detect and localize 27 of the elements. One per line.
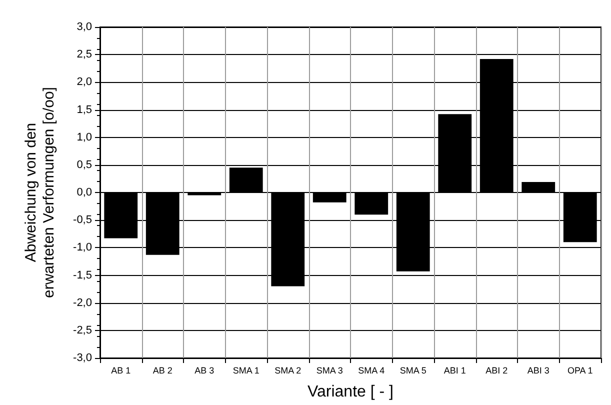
- y-tick-label: 3,0: [76, 21, 92, 33]
- x-tick-label: AB 1: [111, 366, 131, 376]
- y-tick-label: -1,0: [73, 242, 92, 254]
- y-tick-label: 0,5: [76, 158, 92, 171]
- y-tick-label: -2,0: [73, 296, 92, 309]
- y-tick-label: 1,0: [76, 131, 92, 144]
- x-tick-label: SMA 4: [358, 366, 385, 376]
- x-tick-label: SMA 5: [400, 366, 426, 376]
- y-tick-label: -1,5: [73, 269, 92, 282]
- x-tick-label: ABI 3: [527, 366, 550, 376]
- y-tick-label: 1,5: [76, 104, 92, 116]
- y-tick-label: 2,5: [76, 48, 92, 61]
- y-tick-label: -2,5: [73, 324, 92, 336]
- x-axis-title: Variante [ - ]: [308, 384, 394, 400]
- y-tick-label: -3,0: [73, 352, 92, 364]
- x-tick-label: AB 3: [194, 366, 214, 376]
- y-tick-label: -0,5: [73, 214, 92, 226]
- x-tick-label: ABI 2: [486, 366, 508, 376]
- x-tick-label: OPA 1: [567, 366, 593, 376]
- y-tick-label: 2,0: [76, 76, 92, 88]
- x-tick-label: SMA 3: [316, 366, 343, 376]
- x-tick-label: SMA 2: [274, 366, 302, 376]
- x-tick-label: SMA 1: [232, 366, 260, 376]
- x-tick-label: ABI 1: [444, 366, 466, 376]
- y-tick-label: 0,0: [76, 186, 92, 198]
- x-tick-label: AB 2: [152, 366, 172, 376]
- y-axis-title: Abweichung von den erwarteten Verformungen [o/oo]: [22, 87, 58, 298]
